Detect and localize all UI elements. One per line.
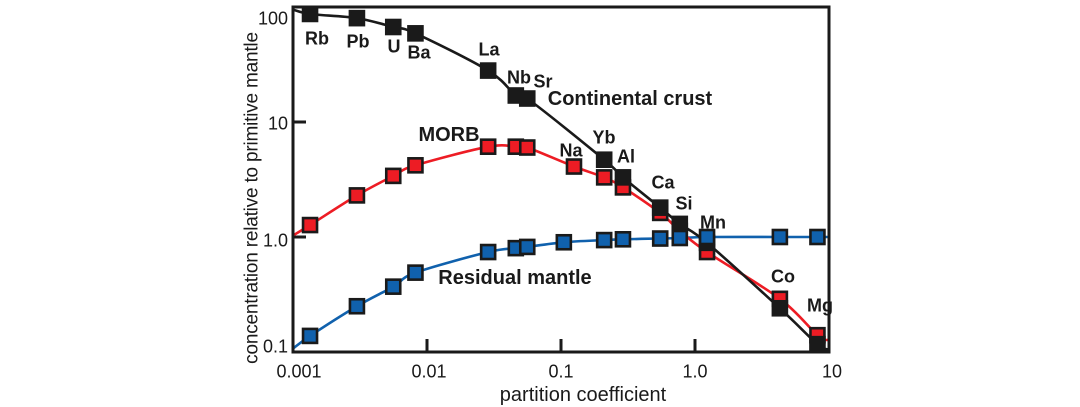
marker-continental-crust-Ba	[407, 25, 424, 42]
element-label-Ba: Ba	[407, 42, 431, 62]
marker-residual-mantle-Yb	[595, 231, 613, 249]
marker-continental-crust-U	[384, 18, 402, 36]
series-label-residual-mantle: Residual mantle	[438, 267, 591, 289]
marker-residual-mantle-Mn	[698, 228, 716, 246]
marker-morb-La	[479, 138, 497, 155]
marker-continental-crust-Co	[771, 299, 789, 317]
marker-morb-Sr	[518, 139, 536, 156]
element-label-U: U	[388, 36, 401, 56]
marker-residual-mantle-Pb	[348, 297, 366, 315]
element-label-Mg: Mg	[807, 295, 833, 315]
series-line-continental-crust	[291, 8, 831, 351]
x-axis-title: partition coefficient	[500, 384, 667, 406]
element-label-Rb: Rb	[305, 28, 329, 48]
marker-continental-crust-La	[479, 62, 497, 79]
x-tick-label-0.1: 0.1	[548, 361, 573, 381]
y-tick-label-10: 10	[268, 113, 288, 133]
y-tick-label-100: 100	[258, 8, 288, 28]
element-label-Ca: Ca	[651, 172, 675, 192]
element-label-Pb: Pb	[346, 31, 369, 51]
y-tick-label-0.1: 0.1	[263, 336, 288, 356]
axis-frame	[291, 5, 831, 354]
marker-morb-Pb	[348, 187, 366, 204]
marker-continental-crust-Mg	[809, 335, 826, 353]
element-label-Na: Na	[559, 140, 583, 160]
element-label-Sr: Sr	[533, 71, 552, 91]
marker-morb-Yb	[595, 169, 613, 186]
marker-continental-crust-Si	[671, 215, 689, 233]
x-tick-label-1.0: 1.0	[682, 361, 707, 381]
element-label-Yb: Yb	[592, 127, 615, 147]
plot-area: 0.001 0.01 0.1 1.0 10 100 10 1.0 0.1 Continental …	[258, 5, 842, 381]
marker-morb-Rb	[301, 216, 319, 234]
marker-continental-crust-Ca	[651, 199, 669, 216]
marker-continental-crust-Al	[614, 169, 632, 186]
x-tick-label-10: 10	[822, 361, 842, 381]
marker-continental-crust-Pb	[348, 9, 366, 27]
element-label-Si: Si	[675, 193, 692, 213]
element-label-Mn: Mn	[700, 212, 726, 232]
x-tick-label-0.01: 0.01	[411, 361, 446, 381]
series-line-residual-mantle	[291, 235, 831, 350]
marker-residual-mantle-Ca	[651, 230, 669, 247]
marker-continental-crust-Rb	[301, 5, 319, 23]
marker-continental-crust-Yb	[595, 151, 613, 169]
marker-residual-mantle-Co	[771, 228, 789, 246]
marker-morb-Ba	[407, 157, 424, 174]
marker-continental-crust-Sr	[518, 90, 536, 107]
marker-residual-mantle-Si	[671, 229, 689, 247]
marker-residual-mantle-Sr	[518, 238, 536, 256]
marker-residual-mantle-Rb	[301, 327, 319, 345]
series-label-continental-crust: Continental crust	[548, 88, 713, 110]
x-tick-label-0.001: 0.001	[276, 361, 321, 381]
marker-residual-mantle-U	[384, 278, 402, 295]
marker-residual-mantle-La	[479, 243, 497, 261]
y-tick-label-1.0: 1.0	[263, 230, 288, 250]
marker-morb-U	[384, 167, 402, 185]
marker-residual-mantle-Mg	[809, 228, 826, 246]
marker-morb-Na	[565, 158, 583, 175]
element-label-Co: Co	[771, 266, 795, 286]
series-label-morb: MORB	[418, 124, 479, 146]
element-label-Nb: Nb	[507, 67, 531, 87]
marker-residual-mantle-Al	[614, 230, 632, 248]
element-label-La: La	[478, 39, 500, 59]
y-axis-title: concentration relative to primitive mant…	[242, 32, 263, 364]
marker-residual-mantle-Na	[555, 233, 573, 251]
marker-residual-mantle-Ba	[407, 264, 424, 281]
element-label-Al: Al	[617, 146, 635, 166]
